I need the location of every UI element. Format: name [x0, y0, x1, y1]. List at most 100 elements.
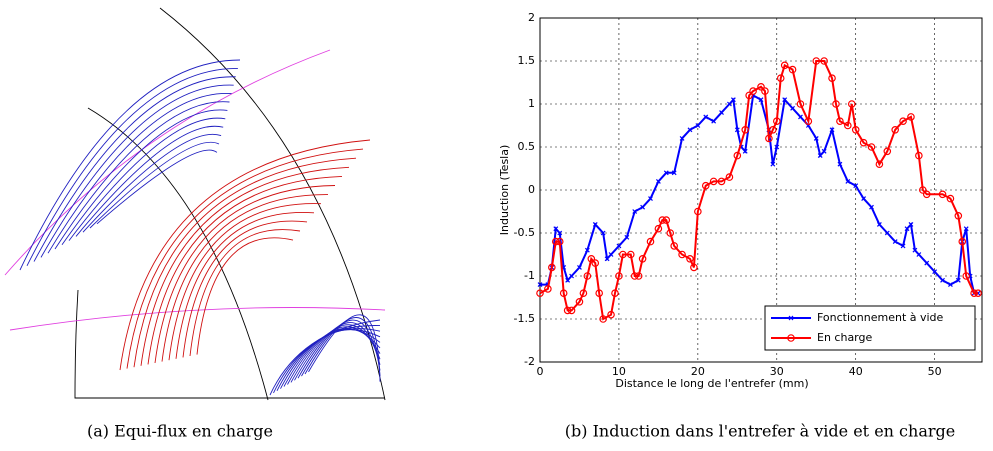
flux-line	[33, 76, 236, 262]
point	[679, 135, 685, 141]
point	[891, 126, 899, 134]
flux-line	[26, 67, 238, 267]
point	[970, 289, 978, 298]
point	[813, 135, 819, 141]
point	[919, 186, 927, 194]
point	[678, 250, 686, 259]
point	[607, 310, 615, 319]
y-tick-label: -1	[524, 269, 535, 282]
point	[658, 216, 667, 224]
point	[912, 247, 918, 253]
point	[876, 221, 882, 227]
x-axis-label: Distance le long de l'entrefer (mm)	[615, 377, 808, 390]
flux-line	[189, 229, 301, 357]
flux-line	[47, 93, 232, 254]
point	[955, 277, 961, 283]
flux-line	[175, 211, 315, 359]
point	[569, 273, 574, 279]
point	[845, 178, 851, 184]
point	[599, 315, 607, 323]
point	[859, 138, 868, 147]
flux-line	[304, 317, 381, 377]
point	[958, 237, 967, 246]
point	[536, 289, 544, 298]
legend-marker	[788, 315, 794, 321]
point	[769, 126, 777, 134]
point	[820, 57, 828, 65]
point	[595, 289, 603, 298]
point	[770, 161, 776, 167]
point	[916, 252, 922, 257]
series-line	[539, 60, 979, 321]
point	[638, 254, 647, 263]
airgap	[87, 107, 269, 401]
point	[924, 260, 930, 266]
point	[828, 74, 836, 83]
point	[772, 117, 781, 126]
point	[761, 87, 769, 95]
y-tick-label: 0	[528, 183, 535, 196]
point	[774, 144, 780, 150]
point	[690, 263, 698, 272]
point	[829, 127, 835, 133]
flux-line	[19, 59, 241, 271]
point	[663, 170, 669, 176]
y-tick-label: 2	[528, 11, 535, 24]
point	[757, 83, 765, 91]
point	[584, 247, 590, 253]
point	[632, 209, 638, 214]
point	[615, 272, 623, 280]
flux-line	[68, 117, 226, 241]
point	[557, 230, 563, 236]
point	[655, 178, 661, 184]
caption: (a) Equi-flux en charge	[87, 422, 273, 441]
point	[837, 161, 843, 167]
flux-line	[89, 141, 220, 229]
point	[847, 100, 856, 108]
point	[646, 237, 655, 246]
x-tick-label: 20	[691, 365, 705, 378]
point	[765, 134, 773, 143]
point	[670, 242, 678, 250]
point	[717, 177, 726, 186]
point	[654, 224, 663, 233]
point	[548, 263, 556, 272]
x-tick-label: 10	[612, 365, 626, 378]
point	[719, 110, 724, 116]
flux-line	[154, 185, 336, 364]
flux-line	[140, 166, 350, 366]
flux-line	[126, 148, 364, 369]
point	[591, 259, 600, 267]
point	[711, 118, 717, 124]
flux-line	[61, 109, 228, 246]
point	[745, 91, 753, 100]
point	[821, 148, 827, 154]
point	[694, 207, 702, 216]
point	[780, 61, 789, 70]
point	[624, 234, 630, 240]
point	[796, 100, 805, 108]
symmetry-line	[9, 307, 386, 331]
legend-marker	[787, 334, 795, 342]
point	[662, 216, 671, 224]
point	[592, 221, 598, 227]
point	[817, 153, 823, 159]
flux-line	[40, 84, 234, 258]
flux-line	[182, 220, 308, 358]
point	[907, 113, 915, 121]
point	[832, 100, 840, 108]
flux-line	[301, 319, 381, 377]
point	[583, 272, 592, 280]
point	[551, 237, 560, 246]
flux-line	[297, 322, 381, 379]
flux-line	[308, 314, 381, 382]
y-tick-label: 1	[528, 97, 535, 110]
point	[648, 196, 653, 202]
point	[932, 269, 938, 275]
point	[749, 87, 757, 95]
point	[640, 204, 646, 210]
point	[922, 190, 931, 199]
point	[730, 97, 736, 103]
point	[604, 256, 610, 262]
